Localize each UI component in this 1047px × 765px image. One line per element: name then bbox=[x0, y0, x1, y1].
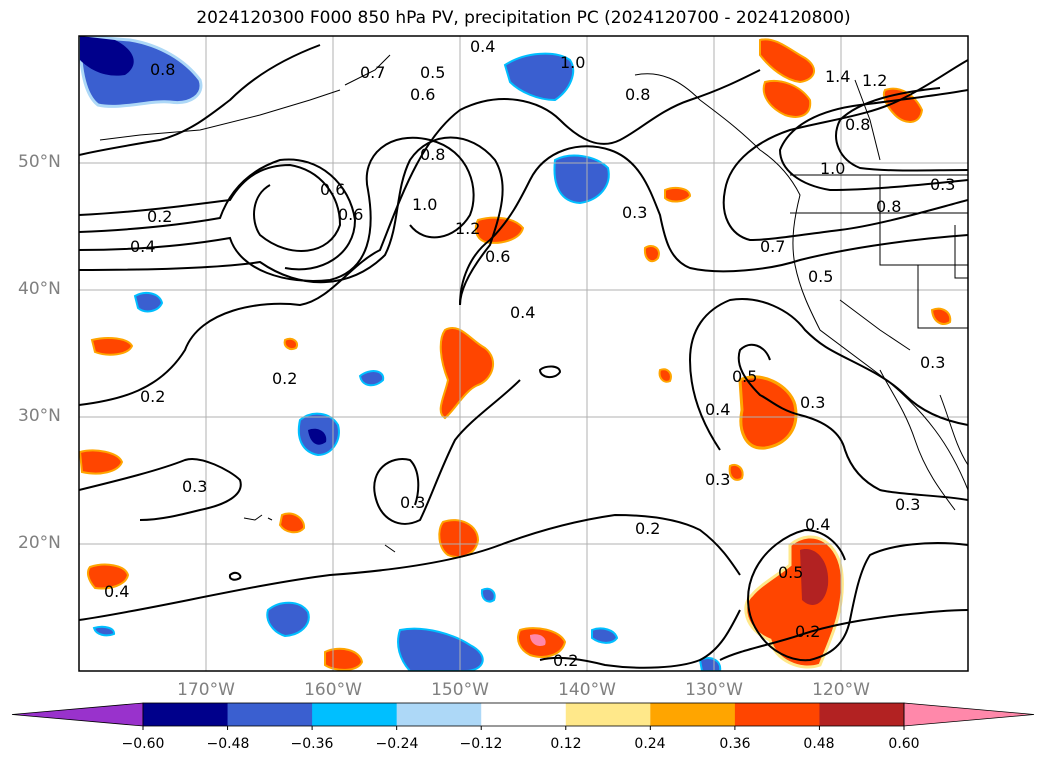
contour-label: 0.2 bbox=[635, 519, 660, 538]
lat-label-30n: 30°N bbox=[18, 406, 61, 426]
contour-label: 0.8 bbox=[420, 145, 445, 164]
contour-label: 0.3 bbox=[895, 495, 920, 514]
colorbar-frame bbox=[142, 702, 905, 727]
contour-label: 0.6 bbox=[485, 247, 510, 266]
colorbar-tick-label: −0.12 bbox=[459, 736, 503, 752]
colorbar-extend-max bbox=[903, 702, 1035, 727]
contour-label: 1.0 bbox=[560, 53, 585, 72]
contour-label: 0.3 bbox=[705, 470, 730, 489]
contour-label: 1.2 bbox=[455, 219, 480, 238]
contour-label: 0.7 bbox=[360, 63, 385, 82]
lat-label-20n: 20°N bbox=[18, 533, 61, 553]
colorbar-segment bbox=[734, 703, 820, 726]
map-frame bbox=[78, 35, 969, 672]
colorbar-extend-min bbox=[11, 702, 144, 727]
contour-label: 1.0 bbox=[412, 195, 437, 214]
contour-label: 0.6 bbox=[338, 205, 363, 224]
contour-label: 0.4 bbox=[130, 237, 155, 256]
contour-label: 0.4 bbox=[470, 37, 495, 56]
contour-label: 0.4 bbox=[805, 515, 830, 534]
colorbar-tick-label: −0.24 bbox=[375, 736, 419, 752]
colorbar-segment bbox=[396, 703, 482, 726]
lon-label-120w: 120°W bbox=[812, 680, 870, 700]
contour-label: 0.5 bbox=[778, 563, 803, 582]
contour-label: 0.8 bbox=[150, 60, 175, 79]
contour-label: 0.6 bbox=[410, 85, 435, 104]
contour-label: 0.8 bbox=[876, 197, 901, 216]
colorbar-segment bbox=[650, 703, 736, 726]
contour-label: 0.3 bbox=[920, 353, 945, 372]
lon-label-150w: 150°W bbox=[431, 680, 489, 700]
colorbar-tick-label: −0.36 bbox=[290, 736, 334, 752]
contour-label: 0.6 bbox=[320, 180, 345, 199]
colorbar-segment bbox=[565, 703, 651, 726]
map-title: 2024120300 F000 850 hPa PV, precipitatio… bbox=[196, 8, 851, 28]
contour-label: 0.2 bbox=[147, 207, 172, 226]
colorbar-segments bbox=[11, 702, 1035, 727]
colorbar-segment bbox=[312, 703, 398, 726]
precip-negative-areas bbox=[79, 36, 722, 671]
colorbar-segment bbox=[481, 703, 567, 726]
colorbar-tick-label: 0.60 bbox=[888, 736, 920, 752]
contour-label: 1.2 bbox=[862, 71, 887, 90]
colorbar-tick-label: 0.24 bbox=[634, 736, 666, 752]
contour-label: 0.8 bbox=[625, 85, 650, 104]
contour-labels: 0.8 0.4 0.7 0.6 0.5 1.0 0.8 0.6 0.2 0.4 … bbox=[104, 37, 955, 670]
lon-label-170w: 170°W bbox=[177, 680, 235, 700]
contour-label: 0.3 bbox=[182, 477, 207, 496]
colorbar-segment bbox=[819, 703, 905, 726]
lon-label-130w: 130°W bbox=[685, 680, 743, 700]
colorbar-tick-label: 0.36 bbox=[719, 736, 751, 752]
contour-label: 0.2 bbox=[795, 622, 820, 641]
contour-label: 0.4 bbox=[104, 582, 129, 601]
contour-label: 0.2 bbox=[553, 651, 578, 670]
pv-contours bbox=[79, 44, 968, 669]
contour-label: 1.4 bbox=[825, 67, 850, 86]
colorbar-ticks bbox=[142, 726, 905, 730]
lat-label-40n: 40°N bbox=[18, 279, 61, 299]
colorbar-tick-label: −0.60 bbox=[121, 736, 165, 752]
colorbar-tick-label: 0.48 bbox=[803, 736, 835, 752]
contour-label: 0.5 bbox=[732, 367, 757, 386]
contour-label: 0.2 bbox=[272, 369, 297, 388]
colorbar-segment bbox=[227, 703, 313, 726]
contour-label: 0.4 bbox=[510, 303, 535, 322]
lat-label-50n: 50°N bbox=[18, 152, 61, 172]
contour-label: 0.5 bbox=[808, 267, 833, 286]
graticule bbox=[79, 36, 968, 671]
contour-label: 0.7 bbox=[760, 237, 785, 256]
contour-label: 0.3 bbox=[622, 203, 647, 222]
lon-label-140w: 140°W bbox=[558, 680, 616, 700]
colorbar-segment bbox=[143, 703, 229, 726]
contour-label: 0.8 bbox=[845, 115, 870, 134]
contour-label: 0.5 bbox=[420, 63, 445, 82]
colorbar-tick-label: −0.48 bbox=[206, 736, 250, 752]
coastlines bbox=[99, 54, 968, 553]
contour-label: 1.0 bbox=[820, 159, 845, 178]
contour-label: 0.4 bbox=[705, 400, 730, 419]
contour-label: 0.3 bbox=[400, 493, 425, 512]
contour-label: 0.2 bbox=[140, 387, 165, 406]
lon-label-160w: 160°W bbox=[304, 680, 362, 700]
contour-label: 0.3 bbox=[800, 393, 825, 412]
colorbar-tick-label: 0.12 bbox=[550, 736, 582, 752]
precip-positive-areas bbox=[79, 38, 952, 671]
contour-label: 0.3 bbox=[930, 175, 955, 194]
